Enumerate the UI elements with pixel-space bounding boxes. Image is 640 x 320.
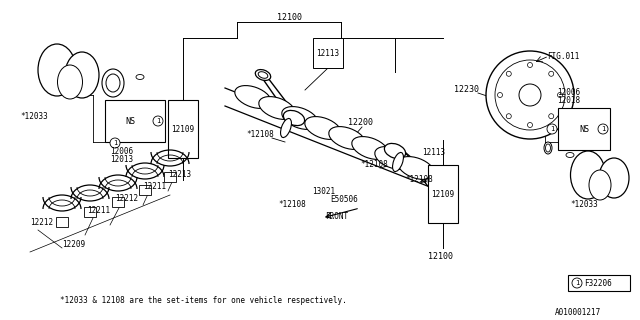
Text: 1: 1 (156, 118, 160, 124)
Circle shape (598, 124, 608, 134)
Text: 12113: 12113 (422, 148, 445, 157)
Ellipse shape (566, 153, 574, 157)
Text: 12212: 12212 (30, 218, 53, 227)
Bar (112, 197, 124, 207)
Circle shape (572, 278, 582, 288)
Text: 12100: 12100 (276, 13, 301, 22)
Ellipse shape (375, 147, 411, 169)
Text: 1: 1 (550, 126, 554, 132)
Text: 1: 1 (113, 140, 117, 146)
Text: 12109: 12109 (172, 124, 195, 133)
Bar (139, 185, 151, 195)
Bar (558, 108, 610, 150)
Bar (568, 275, 630, 291)
Text: 12100: 12100 (428, 252, 453, 261)
Ellipse shape (506, 114, 511, 119)
Bar (164, 172, 176, 182)
Bar (168, 100, 198, 158)
Ellipse shape (305, 116, 341, 140)
Text: 12230: 12230 (454, 85, 479, 94)
Ellipse shape (102, 69, 124, 97)
Text: E50506: E50506 (330, 195, 358, 204)
Text: *12108: *12108 (278, 200, 306, 209)
Ellipse shape (544, 142, 552, 154)
Ellipse shape (519, 84, 541, 106)
Bar (313, 38, 343, 68)
Text: 12211: 12211 (87, 206, 110, 215)
Bar (84, 207, 96, 217)
Text: 12211: 12211 (143, 182, 166, 191)
Ellipse shape (589, 170, 611, 200)
Text: 12006: 12006 (110, 147, 133, 156)
Ellipse shape (259, 97, 295, 119)
Ellipse shape (398, 156, 434, 180)
Ellipse shape (497, 92, 502, 98)
Ellipse shape (428, 180, 438, 186)
Text: 13021: 13021 (312, 187, 335, 196)
Ellipse shape (385, 143, 406, 159)
Bar (105, 100, 165, 142)
Text: 12013: 12013 (110, 155, 133, 164)
Ellipse shape (599, 158, 629, 198)
Text: FIG.011: FIG.011 (547, 52, 579, 61)
Text: *12108: *12108 (360, 160, 388, 169)
Text: *12033: *12033 (570, 200, 598, 209)
Ellipse shape (548, 114, 554, 119)
Circle shape (547, 124, 557, 134)
Text: 12209: 12209 (62, 240, 85, 249)
Ellipse shape (527, 62, 532, 68)
Ellipse shape (570, 151, 605, 199)
Ellipse shape (329, 127, 365, 149)
Ellipse shape (352, 137, 388, 159)
Bar (428, 165, 458, 223)
Ellipse shape (280, 118, 291, 138)
Circle shape (153, 116, 163, 126)
Text: F32206: F32206 (584, 278, 612, 287)
Text: 12200: 12200 (348, 118, 373, 127)
Text: 12109: 12109 (431, 189, 454, 198)
Ellipse shape (506, 71, 511, 76)
Ellipse shape (235, 85, 271, 108)
Ellipse shape (545, 144, 550, 152)
Ellipse shape (392, 152, 403, 172)
Text: 1: 1 (575, 280, 579, 286)
Ellipse shape (548, 71, 554, 76)
Text: 1: 1 (601, 126, 605, 132)
Text: 12006: 12006 (557, 88, 580, 97)
Ellipse shape (106, 74, 120, 92)
Ellipse shape (426, 178, 441, 188)
Text: 12113: 12113 (316, 49, 340, 58)
Ellipse shape (527, 123, 532, 127)
Bar (56, 217, 68, 227)
Ellipse shape (38, 44, 76, 96)
Text: 12018: 12018 (557, 96, 580, 105)
Ellipse shape (282, 107, 318, 129)
Text: NS: NS (125, 116, 135, 125)
Ellipse shape (58, 65, 83, 99)
Text: 12213: 12213 (168, 170, 191, 179)
Circle shape (110, 138, 120, 148)
Text: A010001217: A010001217 (555, 308, 601, 317)
Text: *12108: *12108 (405, 175, 433, 184)
Ellipse shape (495, 60, 565, 130)
Ellipse shape (255, 69, 271, 80)
Text: 12212: 12212 (115, 194, 138, 203)
Text: *12108: *12108 (246, 130, 274, 139)
Text: NS: NS (579, 124, 589, 133)
Text: *12033: *12033 (20, 112, 48, 121)
Ellipse shape (486, 51, 574, 139)
Ellipse shape (136, 75, 144, 79)
Ellipse shape (258, 72, 268, 78)
Text: FRONT: FRONT (325, 212, 348, 221)
Ellipse shape (284, 110, 305, 125)
Ellipse shape (557, 92, 563, 98)
Ellipse shape (65, 52, 99, 98)
Text: *12033 & 12108 are the set-items for one vehicle respectively.: *12033 & 12108 are the set-items for one… (60, 296, 347, 305)
